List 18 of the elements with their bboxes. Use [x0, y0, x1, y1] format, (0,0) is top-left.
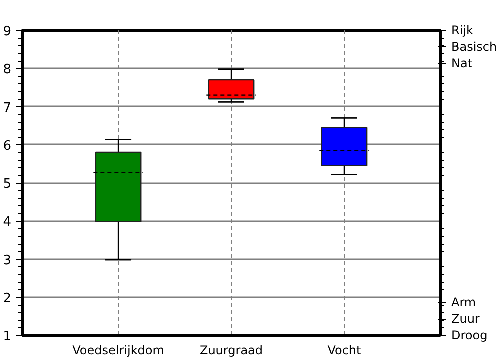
y-tick-label: 8: [3, 62, 12, 78]
y-tick-label: 6: [3, 138, 12, 154]
text: Basisch: [452, 40, 498, 54]
y-tick-label: 5: [3, 177, 12, 192]
text: Arm: [452, 296, 476, 310]
x-tick-label: Voedselrijkdom: [72, 344, 164, 358]
text: Zuur: [452, 312, 480, 326]
text: Nat: [452, 56, 473, 70]
y-tick-label: 3: [3, 253, 12, 268]
text: Rijk: [452, 24, 474, 38]
y-tick-label: 4: [3, 215, 12, 230]
x-tick-label: Zuurgraad: [200, 344, 264, 358]
x-tick-label: Vocht: [328, 344, 362, 358]
y-tick-label: 1: [3, 330, 12, 344]
text: Droog: [452, 328, 488, 342]
y-tick-label: 2: [3, 291, 12, 306]
y-tick-label: 7: [3, 100, 12, 116]
y-tick-label: 9: [3, 24, 12, 40]
